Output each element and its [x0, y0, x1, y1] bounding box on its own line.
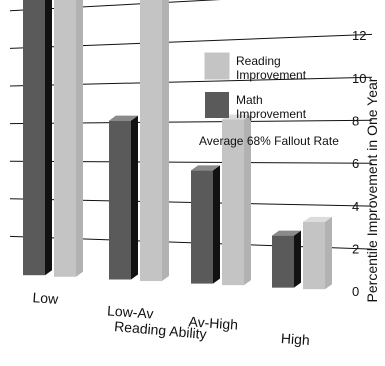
category-label: Low-Av	[107, 302, 154, 321]
math-bar-top	[272, 230, 301, 236]
math-bar-front	[109, 120, 131, 280]
y-tick-label: 12	[352, 28, 366, 43]
math-bar-front	[272, 235, 294, 288]
category-label: Low	[32, 289, 60, 307]
legend-reading-line1: Reading	[236, 54, 281, 68]
legend-reading-line2: Improvement	[236, 68, 307, 82]
math-bar-top	[109, 115, 138, 121]
reading-bar	[303, 216, 332, 290]
reading-bar	[140, 0, 169, 282]
legend-swatch-math	[205, 92, 229, 118]
math-bar-side	[131, 115, 138, 280]
legend-math-line2: Improvement	[236, 107, 307, 121]
y-tick-labels: 02468101214	[352, 0, 366, 299]
reading-bar-front	[222, 119, 244, 286]
legend-math-line1: Math	[236, 93, 263, 107]
fallout-annotation: Average 68% Fallout Rate	[199, 134, 339, 148]
y-axis-title: Percentile Improvement in One Year	[364, 77, 380, 302]
math-bar	[23, 0, 52, 276]
category-label: Av-High	[188, 313, 239, 332]
reading-bar-front	[303, 221, 325, 290]
reading-bar-top	[222, 114, 251, 120]
math-bar-front	[191, 170, 213, 284]
y-tick-label: 10	[352, 71, 366, 86]
math-bar	[109, 115, 138, 280]
math-bar-side	[294, 230, 301, 288]
y-tick-label: 8	[352, 113, 359, 128]
reading-bar-front	[54, 0, 76, 277]
math-bar	[272, 230, 301, 288]
legend-swatch-reading	[204, 52, 230, 80]
category-label: High	[280, 330, 310, 348]
category-labels: Low Low-Av Av-High High	[32, 289, 310, 348]
reading-bar-side	[76, 0, 83, 277]
y-tick-label: 2	[352, 241, 359, 256]
reading-bar-top	[303, 216, 332, 222]
y-tick-label: 4	[352, 199, 359, 214]
reading-bar-side	[162, 0, 169, 282]
math-bar	[191, 165, 220, 284]
bars	[23, 0, 332, 290]
reading-bar-side	[325, 216, 332, 290]
math-bar-front	[23, 0, 45, 276]
y-tick-label: 0	[352, 284, 359, 299]
reading-bar	[54, 0, 83, 277]
math-bar-side	[45, 0, 52, 276]
legend: Reading Improvement Math Improvement	[204, 52, 307, 121]
y-tick-label: 6	[352, 156, 359, 171]
math-bar-top	[191, 165, 220, 171]
reading-bar	[222, 114, 251, 286]
reading-bar-side	[244, 114, 251, 286]
math-bar-side	[213, 165, 220, 284]
reading-bar-front	[140, 0, 162, 282]
